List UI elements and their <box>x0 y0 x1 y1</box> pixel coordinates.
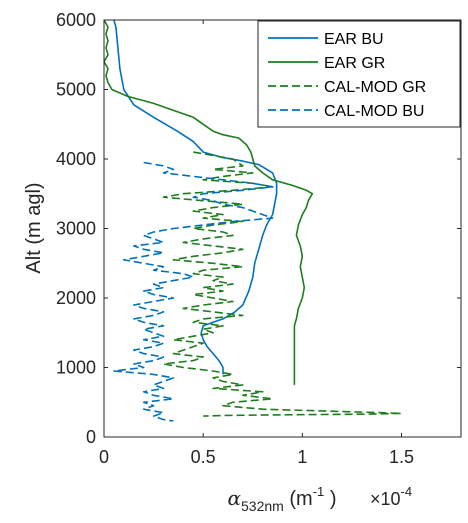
x-axis-label-unit-exponent: -1 <box>313 484 325 499</box>
series-line-cal-mod-bu <box>113 161 274 422</box>
y-tick-label: 2000 <box>56 288 96 308</box>
y-axis-label: Alt (m agl) <box>23 182 45 273</box>
legend-label-cal-mod-bu: CAL-MOD BU <box>324 103 424 120</box>
axes-layer: 0 0.5 1 1.5 0 1000 2000 3000 4000 5000 6000 <box>56 10 462 467</box>
x-axis-label: α532nm (m-1 ) <box>228 484 337 514</box>
legend-label-ear-bu: EAR BU <box>324 31 384 48</box>
y-tick-label: 4000 <box>56 149 96 169</box>
y-tick-label: 6000 <box>56 10 96 30</box>
y-tick-label: 5000 <box>56 80 96 100</box>
x-axis-multiplier-exponent: -4 <box>401 484 413 499</box>
legend-label-ear-gr: EAR GR <box>324 55 385 72</box>
x-axis-multiplier-base: ×10 <box>370 489 401 509</box>
series-line-ear-gr <box>104 20 314 385</box>
x-axis-label-subscript: 532nm <box>241 498 284 514</box>
legend: EAR BU EAR GR CAL-MOD GR CAL-MOD BU <box>257 20 461 128</box>
x-tick-label: 1.5 <box>389 447 414 467</box>
x-tick-label: 0 <box>99 447 109 467</box>
series-layer <box>104 20 403 422</box>
x-axis-label-alpha: α <box>228 486 242 510</box>
y-tick-label: 3000 <box>56 219 96 239</box>
legend-label-cal-mod-gr: CAL-MOD GR <box>324 79 426 96</box>
x-axis-multiplier: ×10-4 <box>370 484 412 509</box>
x-tick-label: 0.5 <box>191 447 216 467</box>
series-line-cal-mod-gr <box>162 151 403 417</box>
x-axis-label-unit-close: ) <box>324 488 336 510</box>
y-tick-label: 1000 <box>56 358 96 378</box>
series-line-ear-bu <box>113 20 278 375</box>
x-tick-label: 1 <box>297 447 307 467</box>
labels-layer: Alt (m agl) α532nm (m-1 ) ×10-4 <box>23 182 412 514</box>
y-tick-label: 0 <box>86 427 96 447</box>
x-axis-label-unit: (m <box>284 488 313 510</box>
